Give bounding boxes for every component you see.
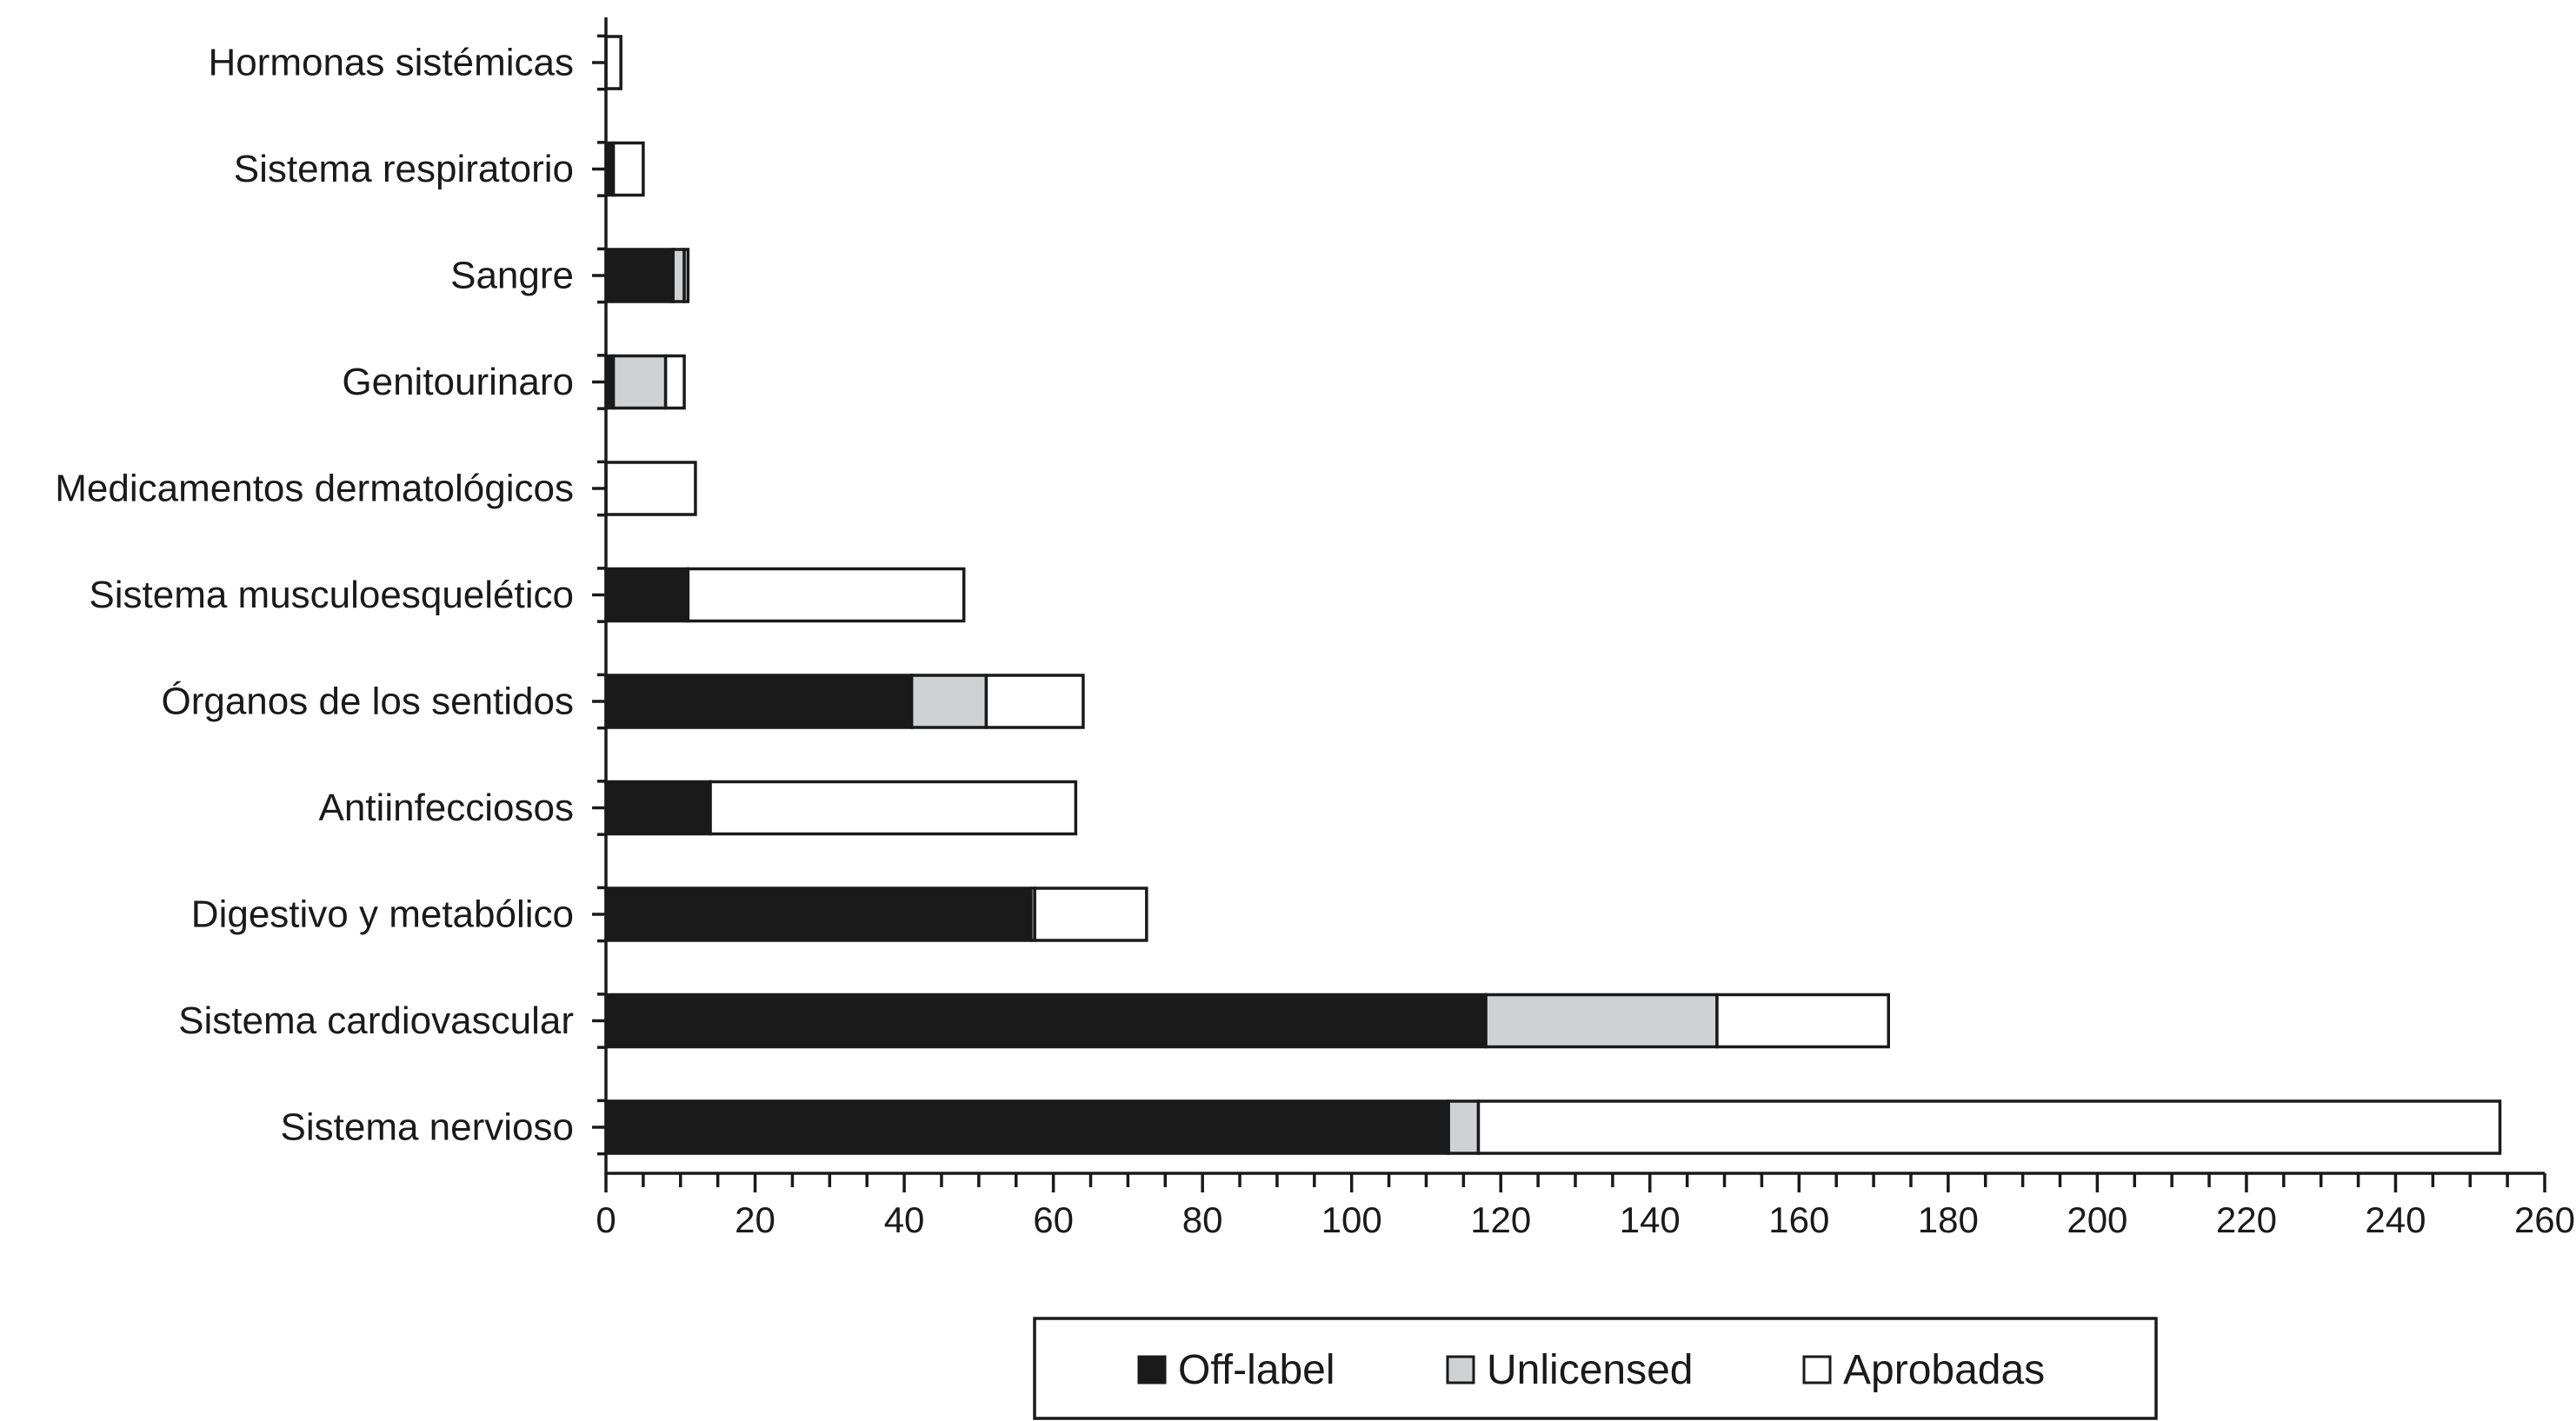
category-label-5: Sistema musculoesquelético bbox=[89, 574, 574, 616]
bar-unlicensed-3 bbox=[611, 354, 668, 410]
bar-unlicensed-2 bbox=[671, 248, 686, 303]
bar-off-label-8 bbox=[604, 886, 1033, 942]
bar-off-label-2 bbox=[604, 248, 675, 303]
category-label-7: Antiinfecciosos bbox=[319, 787, 574, 829]
x-tick-label-260: 260 bbox=[2514, 1199, 2575, 1240]
x-tick-label-220: 220 bbox=[2216, 1199, 2277, 1240]
x-tick-label-100: 100 bbox=[1321, 1199, 1382, 1240]
bar-off-label-7 bbox=[604, 780, 712, 836]
bar-unlicensed-6 bbox=[909, 674, 988, 729]
x-tick-label-80: 80 bbox=[1182, 1199, 1223, 1240]
category-label-0: Hormonas sistémicas bbox=[208, 42, 574, 84]
x-tick-label-20: 20 bbox=[735, 1199, 775, 1240]
bar-aprobadas-5 bbox=[686, 567, 966, 623]
bar-aprobadas-4 bbox=[604, 461, 697, 516]
legend-swatch-2 bbox=[1802, 1355, 1832, 1384]
bar-aprobadas-6 bbox=[984, 674, 1085, 729]
x-tick-label-240: 240 bbox=[2365, 1199, 2426, 1240]
legend-swatch-1 bbox=[1446, 1355, 1475, 1384]
x-tick-label-180: 180 bbox=[1918, 1199, 1979, 1240]
x-tick-label-0: 0 bbox=[596, 1199, 616, 1240]
bar-off-label-5 bbox=[604, 567, 690, 623]
category-label-2: Sangre bbox=[450, 255, 574, 297]
category-label-6: Órganos de los sentidos bbox=[161, 681, 574, 723]
bar-off-label-10 bbox=[604, 1099, 1450, 1155]
x-tick-labels: 0 20 40 60 80 100 120 140 160 180 200 220 240 260 bbox=[596, 1199, 2575, 1240]
legend: Off-label Unlicensed Aprobadas bbox=[1033, 1317, 2158, 1420]
bar-aprobadas-2 bbox=[682, 248, 690, 303]
x-tick-label-60: 60 bbox=[1033, 1199, 1074, 1240]
x-tick-label-200: 200 bbox=[2067, 1199, 2127, 1240]
bar-unlicensed-10 bbox=[1447, 1099, 1481, 1155]
category-label-1: Sistema respiratorio bbox=[234, 148, 574, 190]
legend-swatch-0 bbox=[1137, 1355, 1167, 1384]
bar-off-label-9 bbox=[604, 993, 1488, 1049]
x-tick-label-40: 40 bbox=[884, 1199, 925, 1240]
axes-layer bbox=[592, 17, 2546, 1192]
bar-off-label-6 bbox=[604, 674, 914, 729]
bar-aprobadas-0 bbox=[604, 35, 622, 90]
legend-label-2: Aprobadas bbox=[1843, 1347, 2045, 1393]
bar-unlicensed-9 bbox=[1484, 993, 1719, 1049]
bar-aprobadas-1 bbox=[611, 141, 645, 197]
legend-label-1: Unlicensed bbox=[1487, 1347, 1693, 1393]
category-label-9: Sistema cardiovascular bbox=[178, 999, 574, 1042]
legend-label-0: Off-label bbox=[1178, 1347, 1335, 1393]
bar-aprobadas-7 bbox=[709, 780, 1078, 836]
x-tick-label-160: 160 bbox=[1768, 1199, 1829, 1240]
bars-layer bbox=[604, 35, 2502, 1155]
legend-box bbox=[1033, 1317, 2158, 1420]
category-label-10: Sistema nervioso bbox=[281, 1106, 574, 1149]
bar-aprobadas-10 bbox=[1476, 1099, 2502, 1155]
x-tick-label-140: 140 bbox=[1620, 1199, 1681, 1240]
x-tick-label-120: 120 bbox=[1470, 1199, 1531, 1240]
category-label-8: Digestivo y metabólico bbox=[191, 893, 574, 936]
bar-aprobadas-3 bbox=[663, 354, 686, 410]
bar-aprobadas-9 bbox=[1715, 993, 1890, 1049]
category-label-4: Medicamentos dermatológicos bbox=[55, 468, 574, 510]
category-label-3: Genitourinaro bbox=[342, 361, 574, 403]
bar-aprobadas-8 bbox=[1033, 886, 1148, 942]
category-labels: Hormonas sistémicas Sistema respiratorio S… bbox=[55, 42, 574, 1149]
